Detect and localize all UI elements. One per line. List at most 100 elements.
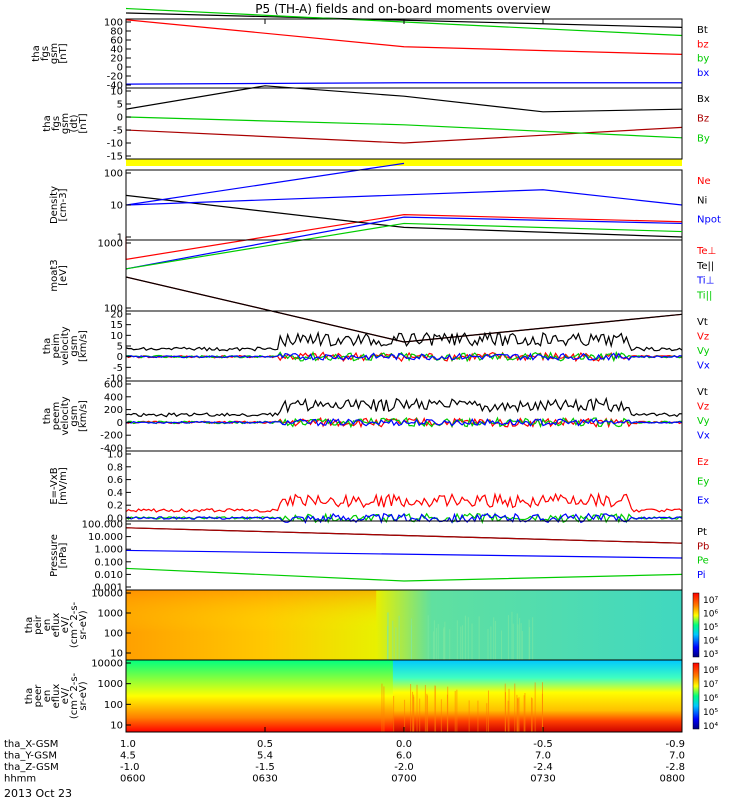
legend-label-Pe: Pe bbox=[697, 556, 709, 567]
legend-label-Vt: Vt bbox=[697, 317, 708, 328]
y-axis-label-line: E=-VxB bbox=[49, 467, 60, 504]
y-tick-label: 0.2 bbox=[107, 501, 123, 512]
x-axis-value: -1.5 bbox=[255, 762, 275, 773]
legend-label-Ey: Ey bbox=[697, 476, 709, 487]
y-tick-label: 10000 bbox=[91, 659, 123, 670]
legend: Vt Vz Vy Vx bbox=[697, 387, 710, 442]
y-axis-label: thafgsgsm(dt)[nT] bbox=[42, 113, 89, 134]
y-axis-label-line: Density bbox=[49, 186, 60, 224]
legend-label-Ez: Ez bbox=[697, 457, 709, 468]
series-line-Pe bbox=[125, 567, 683, 582]
y-tick-label: 10000 bbox=[91, 589, 123, 600]
y-axis-label-line: eV/ bbox=[60, 616, 71, 633]
x-axis-value: 5.4 bbox=[257, 751, 273, 762]
y-axis-label-line: (dt) bbox=[69, 114, 80, 132]
x-axis-value: 7.0 bbox=[535, 751, 551, 762]
y-tick-label: 40 bbox=[110, 45, 123, 56]
y-tick-label: 1.000 bbox=[94, 545, 123, 556]
y-axis-label: Pressure[nPa] bbox=[49, 534, 69, 577]
y-tick-label: 0.6 bbox=[107, 475, 123, 486]
series-line-Ti|| bbox=[125, 222, 683, 270]
series-line-Bx bbox=[125, 85, 683, 113]
x-axis-row-name: tha_X-GSM bbox=[4, 739, 58, 750]
legend-label-by: by bbox=[697, 54, 709, 65]
y-axis-label-line: sr-eV) bbox=[78, 681, 89, 710]
series-line-Te|| bbox=[125, 276, 683, 343]
y-tick-label: 10 bbox=[110, 87, 123, 98]
legend-label-Ti||: Ti|| bbox=[696, 290, 712, 301]
panel-frame bbox=[125, 87, 683, 160]
panel-frame bbox=[125, 18, 683, 89]
y-axis-label-line: (cm^2-s- bbox=[69, 672, 80, 719]
panel-9: 10⁷ 10⁶ 10⁵ 10⁴ 10³ 10000 1000 100 10 thapeirenef… bbox=[24, 589, 718, 661]
colorbar-label: 10⁶ bbox=[703, 694, 718, 704]
series-line-Ex bbox=[125, 512, 683, 524]
y-tick-label: 0.001 bbox=[94, 583, 123, 594]
legend-label-Bt: Bt bbox=[697, 25, 708, 36]
colorbar-label: 10⁷ bbox=[703, 680, 718, 690]
legend-label-Vx: Vx bbox=[697, 431, 710, 442]
y-tick-label: 80 bbox=[110, 27, 123, 38]
y-tick-label: 20 bbox=[110, 310, 123, 321]
y-axis-label-line: [nT] bbox=[78, 113, 89, 133]
series-line-Vt bbox=[125, 330, 683, 352]
y-axis-label-line: [cm-3] bbox=[58, 188, 69, 221]
y-axis-label-line: [nT] bbox=[58, 43, 69, 63]
y-axis-label-line: gsm bbox=[49, 43, 60, 64]
x-axis-value: 4.5 bbox=[120, 751, 136, 762]
y-axis-label-line: gsm bbox=[69, 335, 80, 356]
legend-label-Npot: Npot bbox=[697, 215, 721, 226]
y-tick-label: 10 bbox=[110, 721, 123, 732]
x-axis-row-name: hhmm bbox=[4, 774, 36, 785]
colorbar: 10⁷ 10⁶ 10⁵ 10⁴ 10³ bbox=[692, 592, 718, 660]
series-line-Vx bbox=[125, 417, 683, 427]
y-tick-label: 5 bbox=[117, 342, 123, 353]
y-axis-label: thapeemvelocitygsm[km/s] bbox=[42, 396, 89, 435]
y-tick-label: 10 bbox=[110, 331, 123, 342]
spectrogram-overlay bbox=[392, 660, 682, 732]
colorbar-gradient bbox=[692, 662, 700, 730]
y-tick-label: -5 bbox=[113, 126, 123, 137]
series-line-Npot bbox=[125, 162, 683, 206]
y-axis-label-line: peir bbox=[33, 614, 44, 634]
series-line-By bbox=[125, 116, 683, 139]
y-axis-label-line: [km/s] bbox=[78, 330, 89, 362]
y-axis-label-line: (cm^2-s- bbox=[69, 601, 80, 648]
spectrogram-overlay bbox=[126, 590, 377, 660]
y-axis-label-line: tha bbox=[31, 45, 42, 61]
y-tick-label: 400 bbox=[104, 392, 123, 403]
series-line-Ni bbox=[125, 194, 683, 238]
legend-label-Vt: Vt bbox=[697, 387, 708, 398]
y-axis-label-line: eflux bbox=[51, 613, 62, 638]
y-axis-label-line: eV/ bbox=[60, 687, 71, 704]
legend-label-Ne: Ne bbox=[697, 176, 711, 187]
y-tick-label: -20 bbox=[107, 72, 123, 83]
panel-frame bbox=[125, 310, 683, 382]
panel-frame bbox=[125, 239, 683, 312]
x-axis-value: -2.0 bbox=[394, 762, 414, 773]
y-axis-label: Density[cm-3] bbox=[49, 186, 69, 224]
series-line-bz bbox=[125, 19, 683, 55]
y-axis-label-line: Pressure bbox=[49, 534, 60, 577]
y-tick-label: 0 bbox=[117, 63, 123, 74]
panel-frame bbox=[125, 450, 683, 522]
x-axis-value: 0800 bbox=[660, 774, 685, 785]
y-tick-label: 600 bbox=[104, 380, 123, 391]
y-tick-label: 10.000 bbox=[88, 532, 123, 543]
panel-7: Ez Ey Ex 1.00.8 0.6 0.4 0.2 0.0 E=-VxB[mV/m] bbox=[49, 450, 709, 525]
y-axis-label-line: [nPa] bbox=[58, 542, 69, 568]
y-tick-label: 200 bbox=[104, 405, 123, 416]
colorbar-gradient bbox=[692, 592, 700, 658]
y-axis-label-line: [km/s] bbox=[78, 400, 89, 432]
legend-label-Vx: Vx bbox=[697, 361, 710, 372]
legend: Vt Vz Vy Vx bbox=[697, 317, 710, 372]
legend-label-Pb: Pb bbox=[697, 541, 709, 552]
legend: Bt bz by bx bbox=[697, 25, 709, 79]
x-axis-value: -0.9 bbox=[665, 739, 685, 750]
legend: Te⊥ Te|| Ti⊥ Ti|| bbox=[696, 246, 716, 301]
